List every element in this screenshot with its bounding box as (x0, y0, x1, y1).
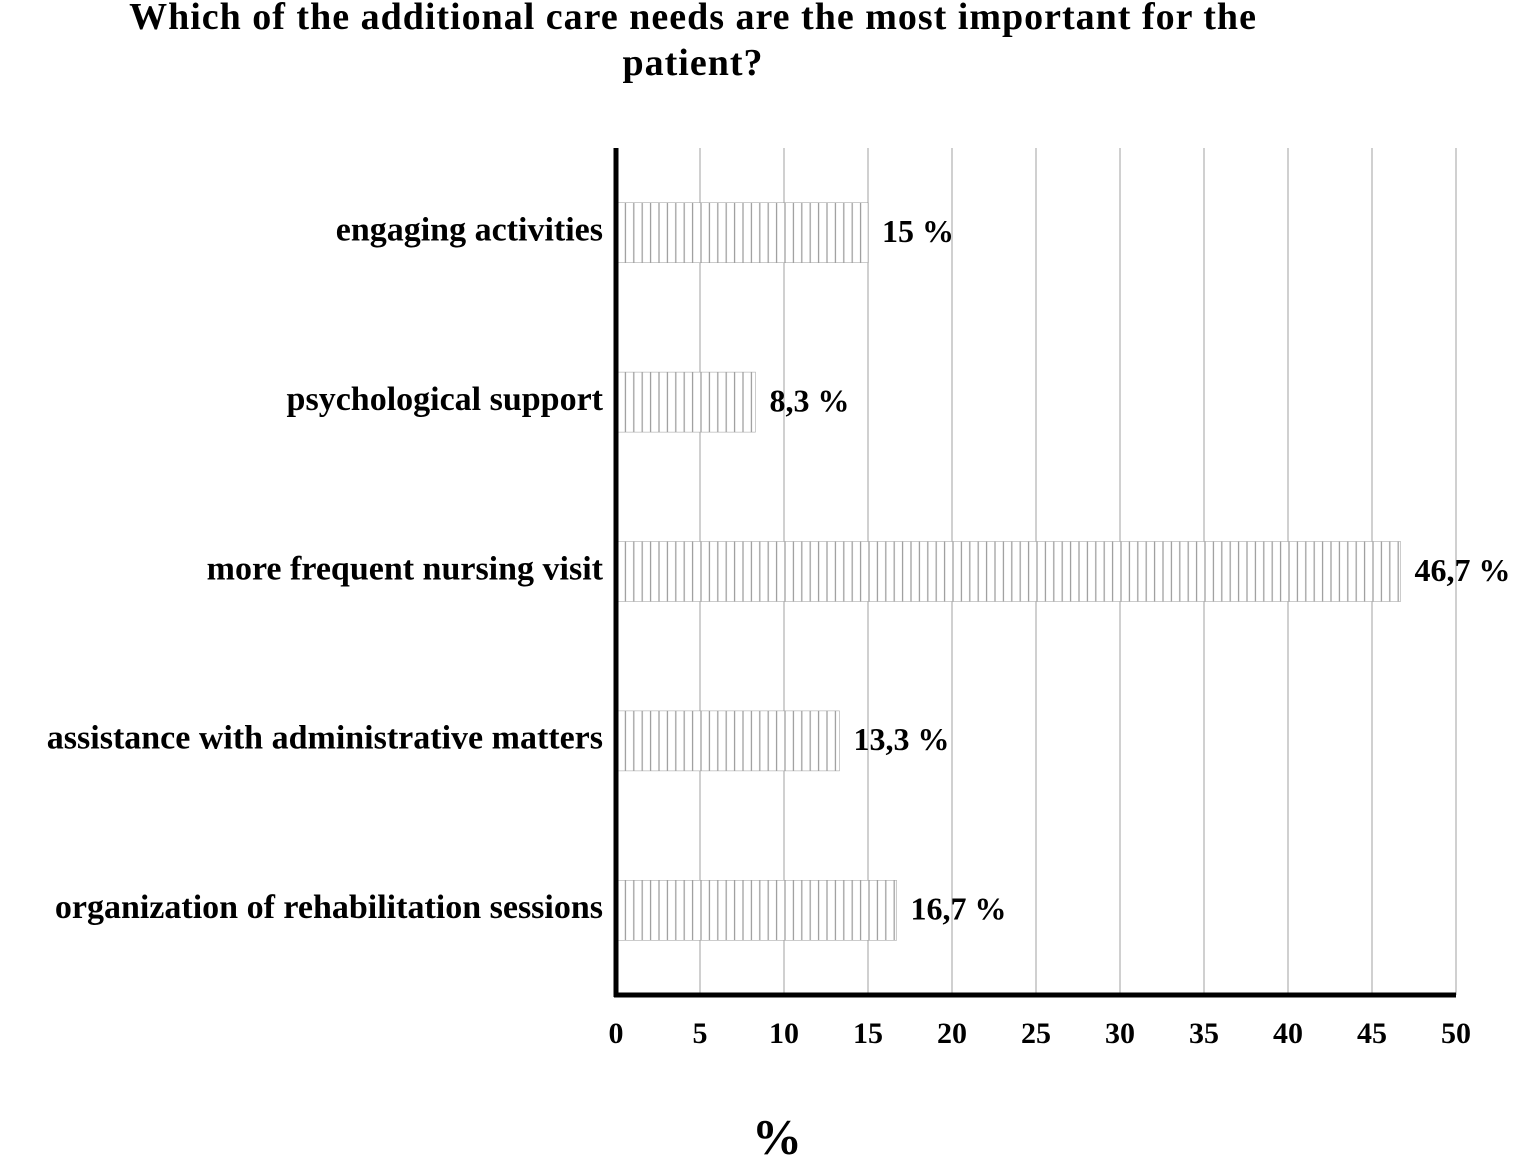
y-tick-label: organization of rehabilitation sessions (55, 889, 603, 926)
x-tick-label: 10 (769, 1017, 799, 1050)
x-tick-label: 20 (937, 1017, 967, 1050)
bar (615, 202, 869, 263)
x-tick-label: 45 (1357, 1017, 1387, 1050)
x-tick-label: 25 (1021, 1017, 1051, 1050)
value-label: 46,7 % (1415, 552, 1511, 588)
bar (615, 710, 840, 772)
chart-title: Which of the additional care needs are t… (129, 0, 1257, 84)
x-tick-label: 5 (693, 1017, 708, 1050)
y-tick-label: assistance with administrative matters (47, 720, 603, 757)
y-tick-label: more frequent nursing visit (207, 550, 604, 587)
bar (615, 371, 756, 433)
x-tick-label: 50 (1441, 1017, 1471, 1050)
x-tick-label: 15 (853, 1017, 883, 1050)
value-label: 13,3 % (853, 721, 949, 757)
x-tick-label: 30 (1105, 1017, 1135, 1050)
value-label: 15 % (882, 213, 954, 249)
x-tick-label: 0 (609, 1017, 624, 1050)
y-tick-label: psychological support (287, 381, 604, 418)
bar (615, 880, 897, 941)
value-label: 16,7 % (911, 891, 1007, 927)
x-axis-label: % (752, 1108, 802, 1162)
value-label: 8,3 % (769, 382, 849, 418)
bar (615, 541, 1401, 602)
y-tick-label: engaging activities (336, 211, 603, 248)
x-tick-label: 35 (1189, 1017, 1219, 1050)
x-tick-label: 40 (1273, 1017, 1303, 1050)
